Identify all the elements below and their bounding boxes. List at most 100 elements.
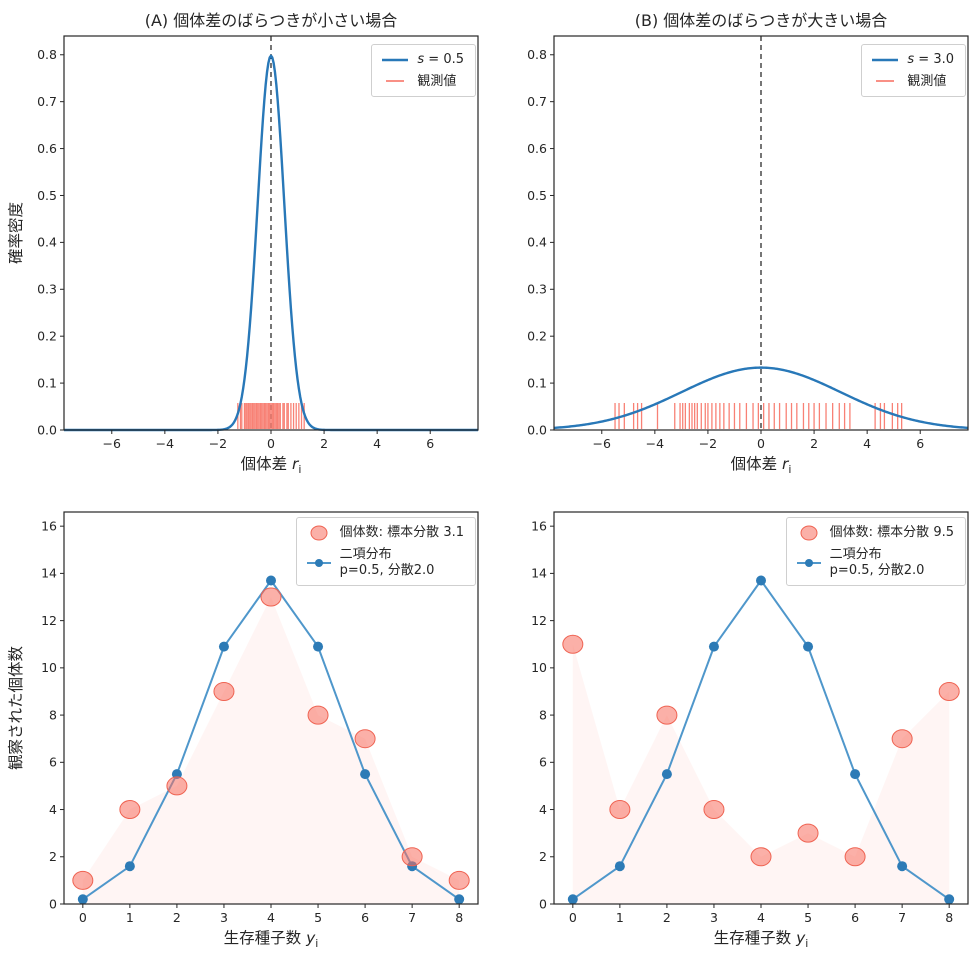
y-tick-label: 16 [41, 518, 57, 533]
legend-row-curve: s = 3.0 [871, 52, 954, 68]
x-tick-label: 6 [426, 436, 434, 451]
y-tick-label: 0.7 [37, 94, 57, 109]
panel-c: 0 1 2 3 4 5 6 7 8 0 2 4 6 8 10 12 14 16 観察された個体数 生存種子数 yi… [0, 490, 490, 980]
binomial-dots [567, 575, 955, 905]
x-tick-label: 6 [851, 910, 859, 925]
y-tick-label: 0.2 [527, 328, 547, 343]
observed-points [562, 634, 960, 867]
y-tick-label: 10 [41, 660, 57, 675]
y-tick-label: 0.4 [37, 235, 57, 250]
tick-marks [550, 54, 921, 434]
legend-rug-label: 観測値 [417, 73, 457, 89]
x-tick-label: 0 [79, 910, 87, 925]
tick-marks [550, 525, 950, 908]
x-tick-label: −2 [209, 436, 227, 451]
rug-marks [237, 403, 305, 429]
y-tick-label: 0 [49, 896, 57, 911]
x-tick-label: 0 [757, 436, 765, 451]
y-tick-label: 16 [531, 518, 547, 533]
x-tick-label: 7 [408, 910, 416, 925]
tick-labels: −6 −4 −2 0 2 4 6 0.0 0.1 0.2 0.3 0.4 0.5 0.6 0.7 0.8 [37, 47, 434, 451]
y-tick-label: 0.1 [527, 375, 547, 390]
xlabel-text: 生存種子数 [223, 929, 307, 947]
x-tick-label: 2 [663, 910, 671, 925]
panel-a: −6 −4 −2 0 2 4 6 0.0 0.1 0.2 0.3 0.4 0.5 0.6 0.7 0.8 (A… [0, 0, 490, 490]
legend-curve-label: s = 0.5 [417, 52, 464, 67]
xlabel-sub: i [788, 463, 792, 477]
x-tick-label: 8 [455, 910, 463, 925]
y-tick-label: 0.8 [37, 47, 57, 62]
y-tick-label: 14 [41, 566, 57, 581]
x-tick-label: 8 [945, 910, 953, 925]
xlabel-var: r [292, 455, 299, 473]
y-tick-label: 2 [49, 849, 57, 864]
x-tick-label: 3 [710, 910, 718, 925]
legend-binomial-label: 二項分布 p=0.5, 分散2.0 [829, 547, 925, 578]
xlabel-var: y [306, 929, 316, 947]
panel-b-legend: s = 3.0 観測値 [861, 44, 966, 98]
density-curve [553, 366, 969, 430]
density-line-marker-icon [382, 58, 409, 62]
panel-a-ylabel: 確率密度 [7, 201, 25, 265]
xlabel-text: 個体差 [240, 455, 292, 473]
y-tick-label: 0.3 [37, 282, 57, 297]
y-tick-label: 4 [49, 802, 57, 817]
xlabel-var: r [782, 455, 789, 473]
legend-rug-label: 観測値 [907, 73, 947, 89]
observed-points [72, 587, 470, 890]
x-tick-label: 4 [757, 910, 765, 925]
x-tick-label: 2 [810, 436, 818, 451]
panel-c-ylabel: 観察された個体数 [7, 645, 25, 771]
x-tick-label: −2 [699, 436, 717, 451]
y-tick-label: 12 [41, 613, 57, 628]
xlabel-text: 個体差 [730, 455, 782, 473]
density-line-marker-icon [872, 58, 899, 62]
y-tick-label: 0 [539, 896, 547, 911]
y-tick-label: 12 [531, 613, 547, 628]
x-tick-label: 5 [804, 910, 812, 925]
y-tick-label: 0.6 [527, 141, 547, 156]
xlabel-sub: i [805, 937, 809, 951]
x-tick-label: −6 [593, 436, 611, 451]
legend-row-curve: s = 0.5 [381, 52, 464, 68]
x-tick-label: 1 [616, 910, 624, 925]
binomial-line-dot-marker-icon [306, 558, 331, 567]
x-tick-label: 0 [569, 910, 577, 925]
panel-a-plot: −6 −4 −2 0 2 4 6 0.0 0.1 0.2 0.3 0.4 0.5 0.6 0.7 0.8 [37, 35, 479, 451]
y-tick-label: 6 [49, 755, 57, 770]
legend-curve-label: s = 3.0 [907, 52, 954, 67]
y-tick-label: 4 [539, 802, 547, 817]
panel-d: 0 1 2 3 4 5 6 7 8 0 2 4 6 8 10 12 14 16 生存種子数 yi 個体数: 標本分… [490, 490, 980, 980]
y-tick-label: 0.5 [527, 188, 547, 203]
panel-b-plot: −6 −4 −2 0 2 4 6 0.0 0.1 0.2 0.3 0.4 0.5 0.6 0.7 0.8 [527, 35, 969, 451]
y-tick-label: 8 [49, 707, 57, 722]
y-tick-label: 0.6 [37, 141, 57, 156]
panel-c-legend: 個体数: 標本分散 3.1 二項分布 p=0.5, 分散2.0 [295, 517, 476, 587]
observed-background-fill [572, 644, 950, 904]
x-tick-label: 2 [173, 910, 181, 925]
legend-row-observed: 個体数: 標本分散 3.1 [306, 525, 464, 541]
rug-marker-icon [386, 80, 405, 83]
legend-row-binomial: 二項分布 p=0.5, 分散2.0 [306, 547, 464, 578]
x-tick-label: 4 [863, 436, 871, 451]
xlabel-sub: i [298, 463, 302, 477]
y-tick-label: 0.0 [527, 422, 547, 437]
y-tick-label: 14 [531, 566, 547, 581]
panel-d-xlabel: 生存種子数 yi [554, 926, 968, 950]
x-tick-label: 4 [267, 910, 275, 925]
x-tick-label: −4 [156, 436, 174, 451]
y-tick-label: 8 [539, 707, 547, 722]
observed-circle-marker-icon [310, 525, 328, 541]
x-tick-label: 7 [898, 910, 906, 925]
x-tick-label: −4 [646, 436, 664, 451]
panel-a-legend: s = 0.5 観測値 [371, 44, 476, 98]
legend-observed-label: 個体数: 標本分散 3.1 [339, 525, 464, 541]
legend-row-binomial: 二項分布 p=0.5, 分散2.0 [796, 547, 954, 578]
panel-a-title: (A) 個体差のばらつきが小さい場合 [144, 11, 398, 30]
y-tick-label: 0.0 [37, 422, 57, 437]
y-tick-label: 6 [539, 755, 547, 770]
